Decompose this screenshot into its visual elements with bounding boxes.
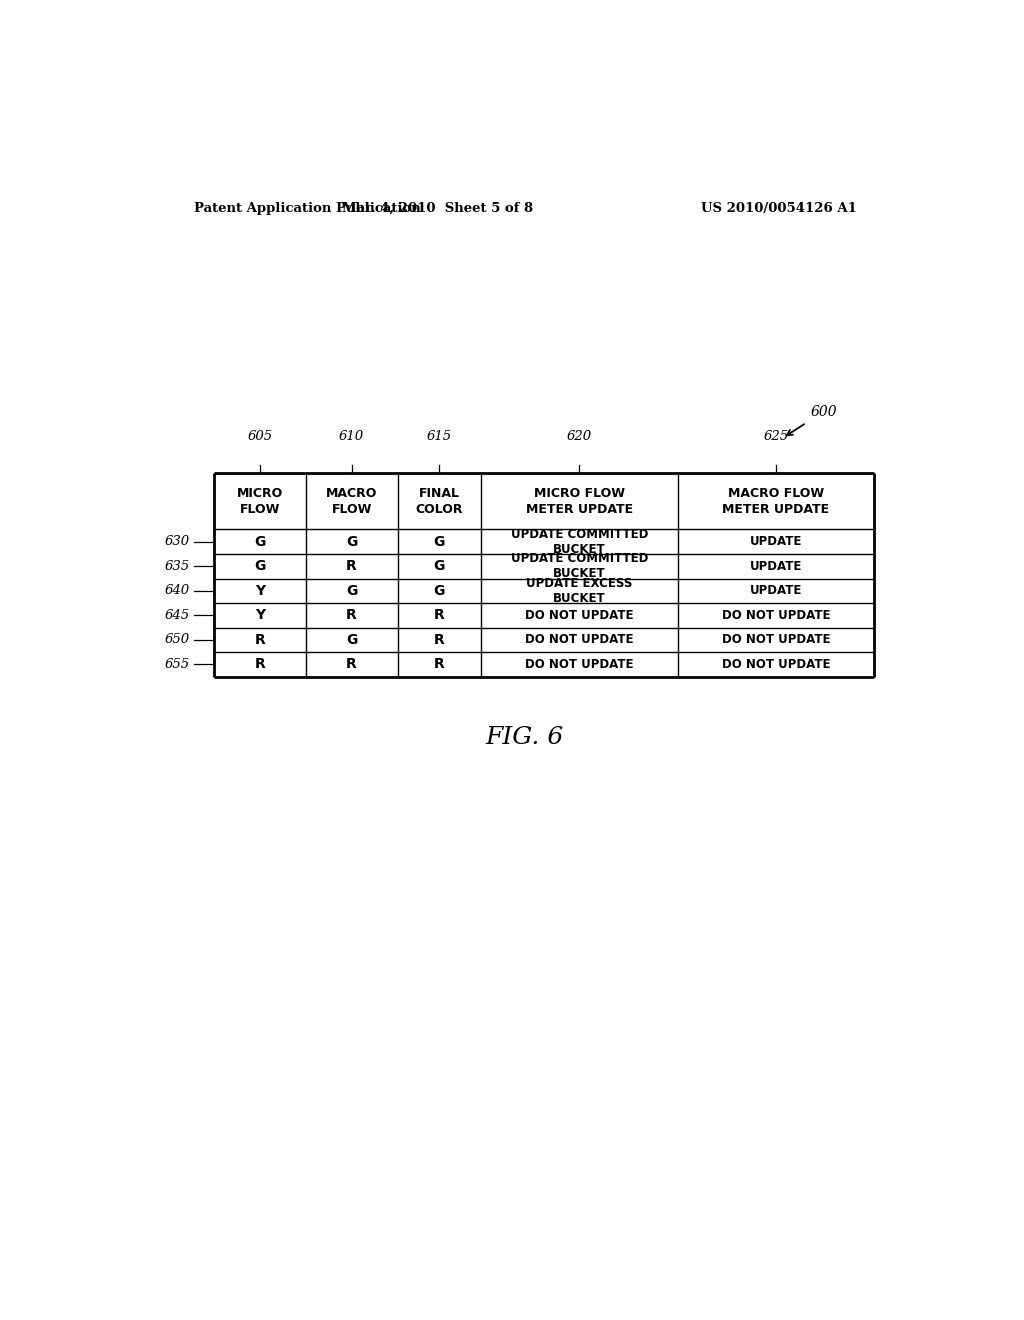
Text: 605: 605 [247,430,272,444]
Text: MACRO
FLOW: MACRO FLOW [326,487,377,516]
Text: 610: 610 [339,430,365,444]
Text: R: R [434,657,444,672]
Text: R: R [434,609,444,622]
Text: 645: 645 [165,609,189,622]
Text: UPDATE COMMITTED
BUCKET: UPDATE COMMITTED BUCKET [511,552,648,581]
Text: MICRO FLOW
METER UPDATE: MICRO FLOW METER UPDATE [525,487,633,516]
Text: 635: 635 [165,560,189,573]
Text: UPDATE EXCESS
BUCKET: UPDATE EXCESS BUCKET [526,577,633,605]
Text: 625: 625 [763,430,788,444]
Text: DO NOT UPDATE: DO NOT UPDATE [525,657,634,671]
Text: Patent Application Publication: Patent Application Publication [194,202,421,215]
Text: G: G [346,583,357,598]
Text: MACRO FLOW
METER UPDATE: MACRO FLOW METER UPDATE [722,487,829,516]
Text: R: R [254,657,265,672]
Text: G: G [254,535,265,549]
Text: FINAL
COLOR: FINAL COLOR [416,487,463,516]
Text: G: G [434,535,445,549]
Text: R: R [434,632,444,647]
Text: 640: 640 [165,585,189,597]
Text: FIG. 6: FIG. 6 [485,726,564,750]
Text: G: G [434,560,445,573]
Text: US 2010/0054126 A1: US 2010/0054126 A1 [700,202,857,215]
Text: MICRO
FLOW: MICRO FLOW [237,487,283,516]
Text: DO NOT UPDATE: DO NOT UPDATE [722,657,830,671]
Text: DO NOT UPDATE: DO NOT UPDATE [525,609,634,622]
Text: UPDATE: UPDATE [750,535,802,548]
Text: 630: 630 [165,535,189,548]
Text: DO NOT UPDATE: DO NOT UPDATE [722,609,830,622]
Text: G: G [346,535,357,549]
Text: UPDATE: UPDATE [750,560,802,573]
Text: Mar. 4, 2010  Sheet 5 of 8: Mar. 4, 2010 Sheet 5 of 8 [342,202,534,215]
Text: R: R [346,657,357,672]
Text: UPDATE: UPDATE [750,585,802,597]
Text: DO NOT UPDATE: DO NOT UPDATE [525,634,634,647]
Text: R: R [346,560,357,573]
Text: G: G [346,632,357,647]
Text: G: G [434,583,445,598]
Text: UPDATE COMMITTED
BUCKET: UPDATE COMMITTED BUCKET [511,528,648,556]
Text: 600: 600 [811,405,838,418]
Text: R: R [254,632,265,647]
Text: DO NOT UPDATE: DO NOT UPDATE [722,634,830,647]
Text: Y: Y [255,583,265,598]
Text: 615: 615 [427,430,452,444]
Text: R: R [346,609,357,622]
Text: 620: 620 [567,430,592,444]
Text: 655: 655 [165,657,189,671]
Text: 650: 650 [165,634,189,647]
Text: Y: Y [255,609,265,622]
Text: G: G [254,560,265,573]
